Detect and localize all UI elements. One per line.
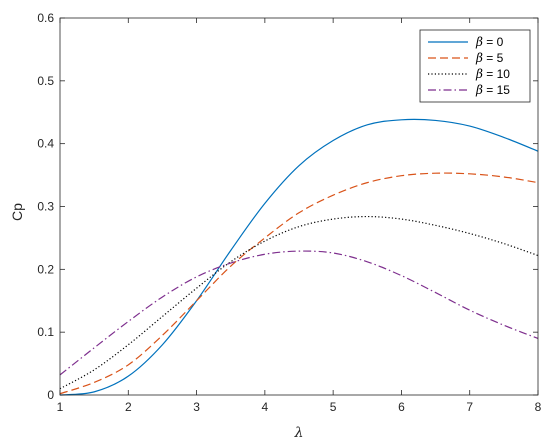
tick-labels: 1 2 3 4 5 6 7 8 0 0.1 0.2 0.3 0.4 0.5 0.6 (37, 11, 541, 414)
y-tick-label: 0.2 (37, 262, 54, 276)
y-tick-label: 0.6 (37, 11, 54, 25)
legend-label-1: β = 5 (475, 51, 504, 65)
x-tick-label: 6 (398, 400, 405, 414)
series-line-1 (59, 172, 539, 395)
axes (59, 17, 539, 396)
x-tick-label: 8 (535, 400, 542, 414)
x-tick-label: 4 (262, 400, 269, 414)
y-tick-label: 0 (47, 388, 54, 402)
legend-label-0: β = 0 (475, 35, 504, 49)
series-layer (59, 118, 539, 396)
legend-box (419, 29, 531, 103)
y-tick-label: 0.4 (37, 137, 54, 151)
x-tick-label: 5 (330, 400, 337, 414)
y-axis-label: Cp (9, 203, 25, 221)
legend: β = 0 β = 5 β = 10 β = 15 (419, 29, 531, 103)
y-tick-label: 0.1 (37, 325, 54, 339)
x-axis-label: λ (294, 425, 304, 441)
x-tick-label: 7 (466, 400, 473, 414)
x-tick-label: 1 (57, 400, 64, 414)
legend-label-2: β = 10 (475, 67, 510, 81)
y-tick-label: 0.5 (37, 74, 54, 88)
series-line-3 (59, 250, 539, 376)
legend-label-3: β = 15 (475, 83, 510, 97)
x-tick-label: 2 (125, 400, 132, 414)
y-tick-label: 0.3 (37, 200, 54, 214)
x-tick-label: 3 (193, 400, 200, 414)
series-line-0 (59, 118, 539, 396)
